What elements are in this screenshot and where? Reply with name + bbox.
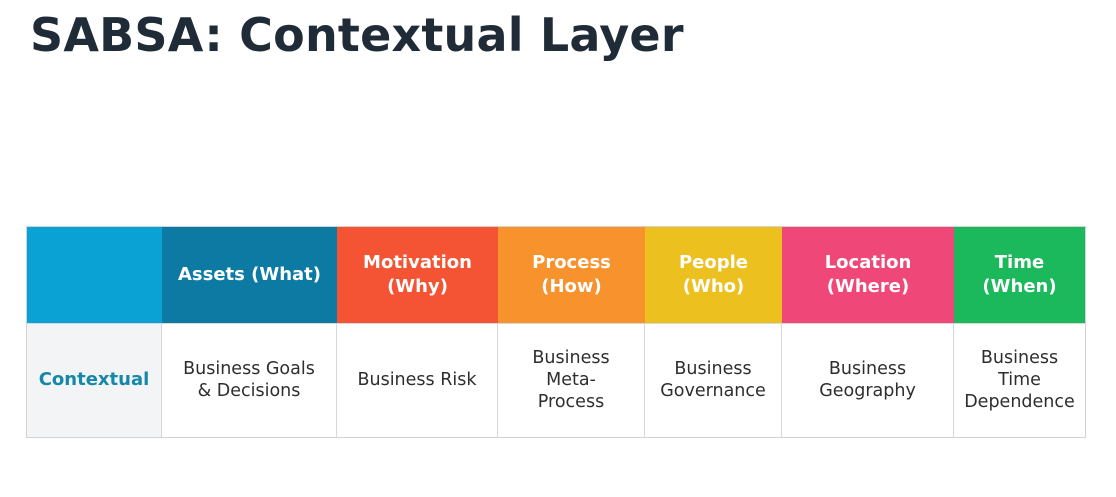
cell-business-risk: Business Risk: [337, 323, 498, 437]
row-label-contextual: Contextual: [27, 323, 162, 437]
header-corner-cell: [27, 227, 162, 323]
cell-business-governance: Business Governance: [645, 323, 782, 437]
sabsa-matrix: Assets (What) Motivation (Why) Process (…: [26, 226, 1086, 438]
cell-business-goals: Business Goals & Decisions: [162, 323, 337, 437]
header-assets: Assets (What): [162, 227, 337, 323]
matrix-header-row: Assets (What) Motivation (Why) Process (…: [27, 227, 1085, 323]
cell-business-geography: Business Geography: [782, 323, 954, 437]
cell-business-meta-process: Business Meta- Process: [498, 323, 645, 437]
header-time: Time (When): [954, 227, 1085, 323]
cell-business-time-dependence: Business Time Dependence: [964, 348, 1075, 413]
header-people: People (Who): [645, 227, 782, 323]
header-process: Process (How): [498, 227, 645, 323]
header-location: Location (Where): [782, 227, 954, 323]
matrix-contextual-row: Contextual Business Goals & Decisions Bu…: [27, 322, 1085, 437]
slide-title: SABSA: Contextual Layer: [30, 8, 684, 62]
header-motivation: Motivation (Why): [337, 227, 498, 323]
